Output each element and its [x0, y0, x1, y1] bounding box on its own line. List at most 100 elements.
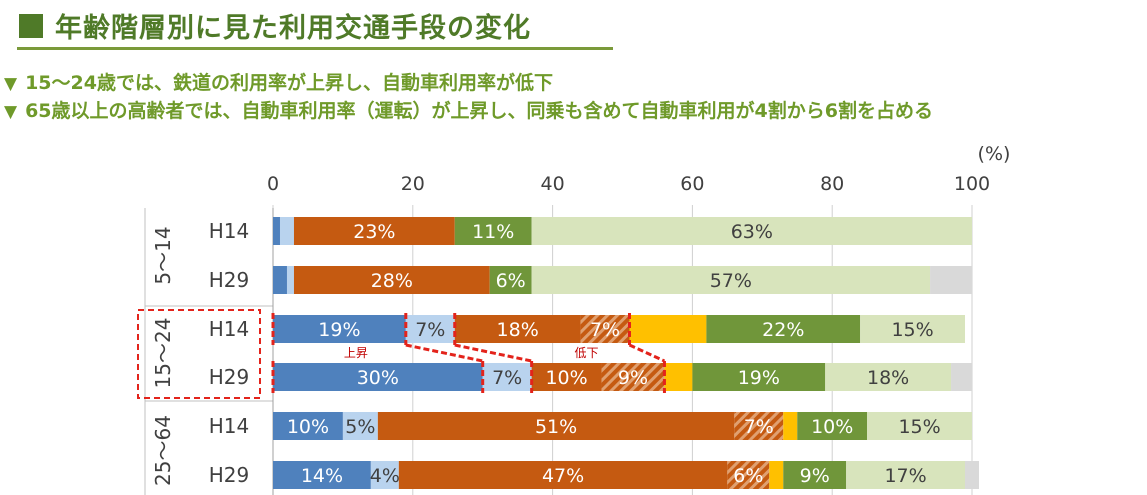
data-label: 4%: [370, 465, 400, 487]
unit-label: (%): [978, 143, 1011, 165]
row-label: H29: [209, 365, 250, 389]
data-label: 14%: [301, 465, 343, 487]
data-label: 5%: [345, 416, 375, 438]
group-label: 5～14: [151, 226, 175, 284]
page-title: 年齢階層別に見た利用交通手段の変化: [55, 13, 531, 44]
data-label: 11%: [472, 221, 514, 243]
bar-segment: [342, 412, 378, 440]
bar-segment: [706, 315, 861, 343]
data-label: 6%: [733, 465, 763, 487]
row-label: H29: [209, 268, 250, 292]
data-label: 15%: [898, 416, 940, 438]
bar-segment: [692, 363, 826, 391]
change-connector: [405, 343, 484, 363]
title-square-icon: [19, 14, 43, 38]
annotation-label: 上昇: [344, 346, 368, 360]
triangle-down-icon: ▼: [4, 102, 18, 122]
bar-segment: [825, 363, 952, 391]
data-label: 17%: [884, 465, 926, 487]
bar-segment: [769, 461, 784, 489]
bar-segment: [783, 412, 798, 440]
data-label: 9%: [618, 367, 648, 389]
data-label: 10%: [811, 416, 853, 438]
bar-segment: [580, 315, 630, 343]
bar-segment: [293, 266, 490, 294]
change-connector: [628, 343, 666, 363]
data-label: 18%: [867, 367, 909, 389]
bar-segment: [846, 461, 966, 489]
row-label: H14: [209, 219, 250, 243]
bar-segment: [489, 266, 532, 294]
bar-segment: [377, 412, 735, 440]
bar-segment: [273, 363, 483, 391]
bar-segment: [273, 461, 371, 489]
x-tick-label: 0: [267, 173, 279, 195]
row-label: H14: [209, 317, 250, 341]
data-label: 19%: [738, 367, 780, 389]
bar-segment: [273, 217, 280, 245]
data-label: 47%: [542, 465, 584, 487]
bar-segment: [454, 217, 532, 245]
annotation-label: 低下: [575, 346, 599, 360]
data-label: 7%: [492, 367, 522, 389]
bar-segment: [601, 363, 665, 391]
bar-segment: [279, 217, 294, 245]
data-label: 6%: [496, 270, 526, 292]
data-label: 57%: [710, 270, 752, 292]
bar-segment: [273, 266, 287, 294]
bar-segment: [454, 315, 581, 343]
data-label: 23%: [353, 221, 395, 243]
x-tick-label: 20: [401, 173, 425, 195]
row-label: H14: [209, 414, 250, 438]
bar-segment: [398, 461, 728, 489]
data-label: 15%: [891, 319, 933, 341]
bullet-1: ▼ 15～24歳では、鉄道の利用率が上昇し、自動車利用率が低下: [4, 68, 553, 95]
data-label: 9%: [800, 465, 830, 487]
bar-segment: [734, 412, 784, 440]
bullet-2: ▼ 65歳以上の高齢者では、自動車利用率（運転）が上昇し、同乗も含めて自動車利用が…: [4, 96, 933, 123]
data-label: 19%: [318, 319, 360, 341]
group-label: 25～64: [151, 415, 175, 486]
bar-segment: [951, 363, 972, 391]
title-banner: 年齢階層別に見た利用交通手段の変化: [17, 4, 613, 50]
bar-segment: [405, 315, 455, 343]
data-label: 51%: [535, 416, 577, 438]
data-label: 7%: [415, 319, 445, 341]
bar-segment: [860, 315, 966, 343]
bar-segment: [783, 461, 847, 489]
group-label: 15～24: [151, 318, 175, 389]
bullet-1-text: 15～24歳では、鉄道の利用率が上昇し、自動車利用率が低下: [25, 72, 553, 94]
bar-segment: [867, 412, 972, 440]
bar-segment: [930, 266, 972, 294]
data-label: 7%: [590, 319, 620, 341]
x-tick-label: 40: [541, 173, 565, 195]
bar-segment: [370, 461, 399, 489]
x-tick-label: 60: [680, 173, 704, 195]
data-label: 10%: [287, 416, 329, 438]
bar-segment: [273, 412, 343, 440]
bar-segment: [531, 217, 972, 245]
row-label: H29: [209, 463, 250, 487]
triangle-down-icon: ▼: [4, 74, 18, 94]
bullet-2-text: 65歳以上の高齢者では、自動車利用率（運転）が上昇し、同乗も含めて自動車利用が4…: [25, 100, 933, 122]
bar-segment: [482, 363, 532, 391]
data-label: 7%: [744, 416, 774, 438]
bar-segment: [286, 266, 294, 294]
data-label: 63%: [731, 221, 773, 243]
bar-segment: [629, 315, 707, 343]
bar-segment: [531, 266, 931, 294]
bar-segment: [273, 315, 406, 343]
bar-segment: [664, 363, 693, 391]
data-label: 18%: [497, 319, 539, 341]
x-tick-label: 100: [954, 173, 990, 195]
bar-segment: [727, 461, 770, 489]
bar-segment: [965, 461, 979, 489]
bar-segment: [531, 363, 602, 391]
title-underline: [17, 47, 613, 50]
x-tick-label: 80: [820, 173, 844, 195]
highlight-box: [137, 309, 261, 399]
bar-segment: [797, 412, 868, 440]
data-label: 22%: [762, 319, 804, 341]
change-connector: [454, 343, 532, 363]
